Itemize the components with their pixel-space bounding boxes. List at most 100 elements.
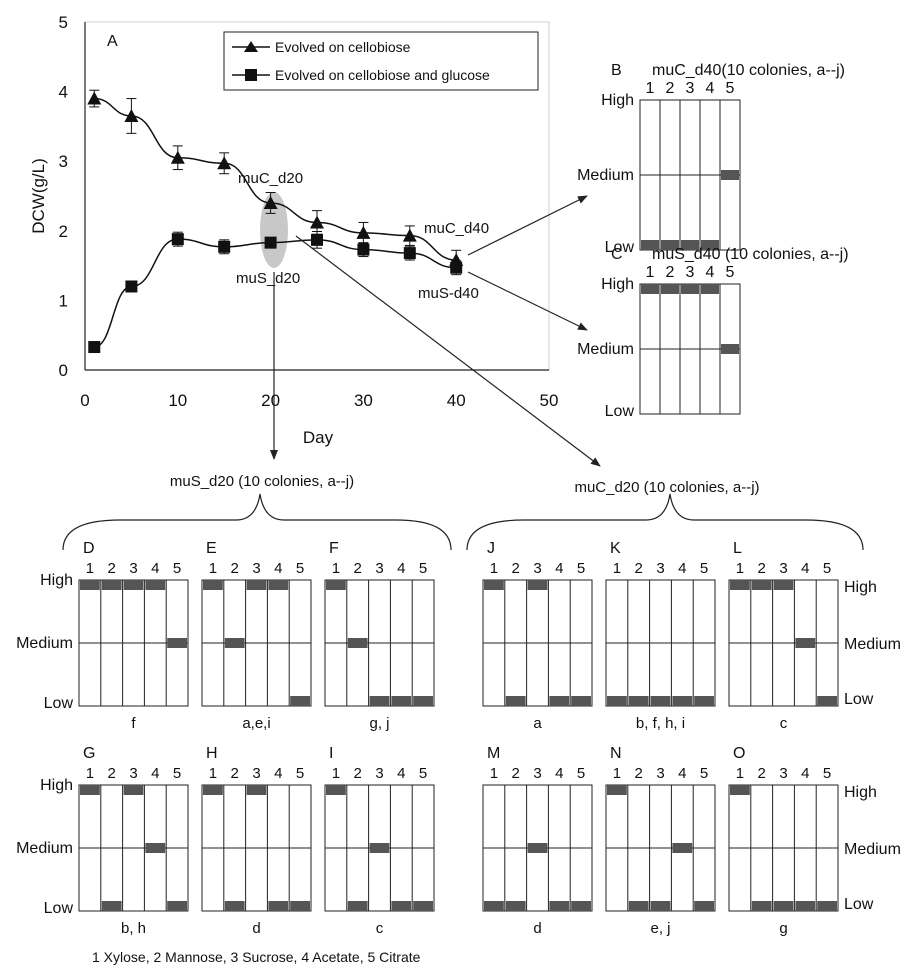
legend: Evolved on cellobiose Evolved on cellobi… (223, 31, 539, 91)
triangle-point (87, 91, 102, 105)
connector-arrows (270, 195, 601, 467)
level-label: Low (44, 900, 74, 917)
column-label: 4 (706, 264, 715, 281)
brace-muc-d20 (466, 493, 864, 551)
level-label: High (844, 784, 877, 801)
column-label: 3 (779, 765, 787, 782)
level-bar (773, 901, 794, 911)
level-bar (527, 843, 548, 853)
column-label: 2 (635, 560, 643, 577)
column-label: 5 (577, 560, 585, 577)
column-label: 3 (375, 560, 383, 577)
panel-label: B (611, 62, 622, 79)
level-bar (203, 580, 223, 590)
level-label: Medium (577, 167, 634, 184)
level-bar (290, 696, 310, 706)
level-label: Low (844, 896, 874, 913)
level-bar (246, 785, 267, 795)
level-bar (391, 901, 412, 911)
panel-label: F (329, 540, 339, 557)
level-label: High (40, 572, 73, 589)
column-label: 4 (678, 560, 686, 577)
column-label: 2 (512, 560, 520, 577)
level-label: Low (605, 239, 635, 256)
arrow-to-panel-b (467, 195, 588, 256)
level-bar (773, 580, 794, 590)
column-label: 2 (354, 765, 362, 782)
group-label-mus-d20: muS_d20 (10 colonies, a--j) (170, 473, 354, 490)
column-label: 5 (419, 765, 427, 782)
panel-e: E 1 2 3 4 5 a,e,i (201, 540, 312, 732)
triangle-point (402, 228, 417, 242)
colony-label: a (533, 715, 542, 732)
level-bar (628, 901, 649, 911)
level-bar (80, 785, 100, 795)
panel-label: G (83, 745, 95, 762)
y-tick-label: 3 (59, 152, 68, 171)
x-tick-label: 50 (540, 391, 559, 410)
column-label: 5 (577, 765, 585, 782)
square-point (450, 261, 463, 274)
x-tick-label: 0 (80, 391, 89, 410)
level-bar (527, 580, 548, 590)
panel-label-a: A (107, 33, 118, 50)
level-bar (817, 901, 837, 911)
annotation-muc-d20: muC_d20 (238, 170, 303, 187)
level-bar (817, 696, 837, 706)
colony-label: e, j (650, 920, 670, 937)
level-label: High (601, 92, 634, 109)
colony-label: g (779, 920, 787, 937)
level-bar (505, 901, 526, 911)
colony-label: c (780, 715, 788, 732)
legend-triangle-marker (244, 41, 258, 52)
colony-label: f (131, 715, 136, 732)
column-label: 3 (129, 765, 137, 782)
panel-o: O 1 2 3 4 5 High Medium Low g (728, 745, 901, 937)
column-label: 2 (758, 765, 766, 782)
column-label: 3 (129, 560, 137, 577)
column-label: 5 (296, 765, 304, 782)
square-point (357, 243, 370, 256)
panel-label: I (329, 745, 333, 762)
level-bar (661, 284, 679, 294)
x-tick-label: 20 (261, 391, 280, 410)
column-label: 1 (646, 264, 655, 281)
column-label: 3 (686, 264, 695, 281)
level-label: High (601, 276, 634, 293)
square-point (218, 240, 231, 253)
level-bar (101, 580, 122, 590)
column-label: 2 (354, 560, 362, 577)
column-label: 5 (173, 560, 181, 577)
column-label: 1 (736, 560, 744, 577)
panel-h: H 1 2 3 4 5 d (201, 745, 312, 937)
colony-label: b, f, h, i (636, 715, 685, 732)
legend-label-2: Evolved on cellobiose and glucose (275, 67, 490, 83)
column-label: 1 (613, 765, 621, 782)
level-label: High (40, 777, 73, 794)
level-bar (123, 785, 144, 795)
panel-label: E (206, 540, 217, 557)
level-bar (730, 785, 750, 795)
triangle-point (263, 195, 278, 209)
level-bar (661, 240, 679, 250)
group-label-muc-d20: muC_d20 (10 colonies, a--j) (574, 479, 759, 496)
level-bar (549, 901, 570, 911)
brace-mus-d20 (62, 493, 452, 551)
column-label: 5 (823, 560, 831, 577)
level-bar (701, 284, 719, 294)
legend-box (223, 31, 539, 91)
legend-square-marker (245, 69, 257, 81)
level-bar (641, 240, 659, 250)
level-bar (549, 696, 570, 706)
level-bar (268, 580, 289, 590)
level-bar (650, 696, 671, 706)
triangle-point (310, 215, 324, 229)
triangle-point (217, 156, 232, 170)
square-point (171, 233, 184, 246)
y-tick-label: 2 (59, 222, 68, 241)
colony-label: g, j (369, 715, 389, 732)
level-bar (246, 580, 267, 590)
arrow-to-muc-d20 (295, 235, 601, 467)
level-bar (641, 284, 659, 294)
